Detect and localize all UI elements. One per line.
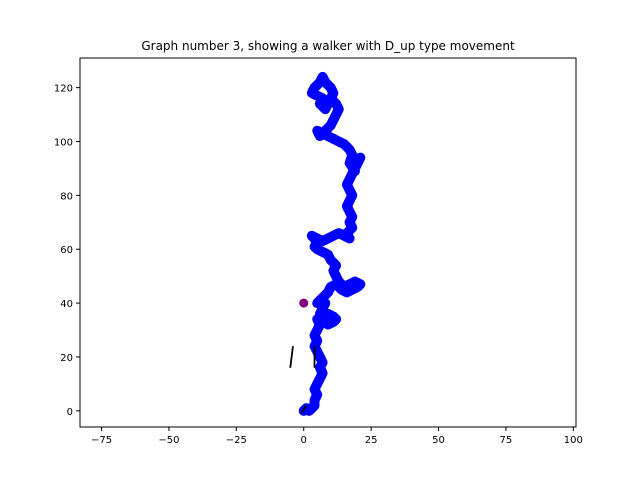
y-tick-label: 60 <box>60 245 73 256</box>
plot-area <box>289 71 366 416</box>
y-tick-label: 0 <box>67 407 73 418</box>
x-tick-label: 75 <box>500 435 513 446</box>
y-tick-label: 100 <box>54 137 73 148</box>
chart-title: Graph number 3, showing a walker with D_… <box>141 39 515 53</box>
x-tick-label: −25 <box>226 435 247 446</box>
x-tick-label: 100 <box>564 435 583 446</box>
y-tick-label: 40 <box>60 299 73 310</box>
x-axis: −75 −50 −25 0 25 50 75 100 <box>91 427 583 446</box>
x-tick-label: 50 <box>432 435 445 446</box>
y-tick-label: 120 <box>54 84 73 95</box>
line-segment-2 <box>300 404 308 415</box>
marker-point <box>299 298 309 308</box>
y-tick-label: 80 <box>60 191 73 202</box>
x-tick-label: −50 <box>158 435 179 446</box>
walker-point-444 <box>325 93 336 104</box>
axes-frame <box>79 57 577 428</box>
x-tick-label: −75 <box>91 435 112 446</box>
x-tick-label: 25 <box>365 435 378 446</box>
y-axis: 0 20 40 60 80 100 120 <box>54 84 80 418</box>
x-tick-label: 0 <box>301 435 307 446</box>
y-tick-label: 20 <box>60 353 73 364</box>
line-segment-0 <box>289 346 294 368</box>
